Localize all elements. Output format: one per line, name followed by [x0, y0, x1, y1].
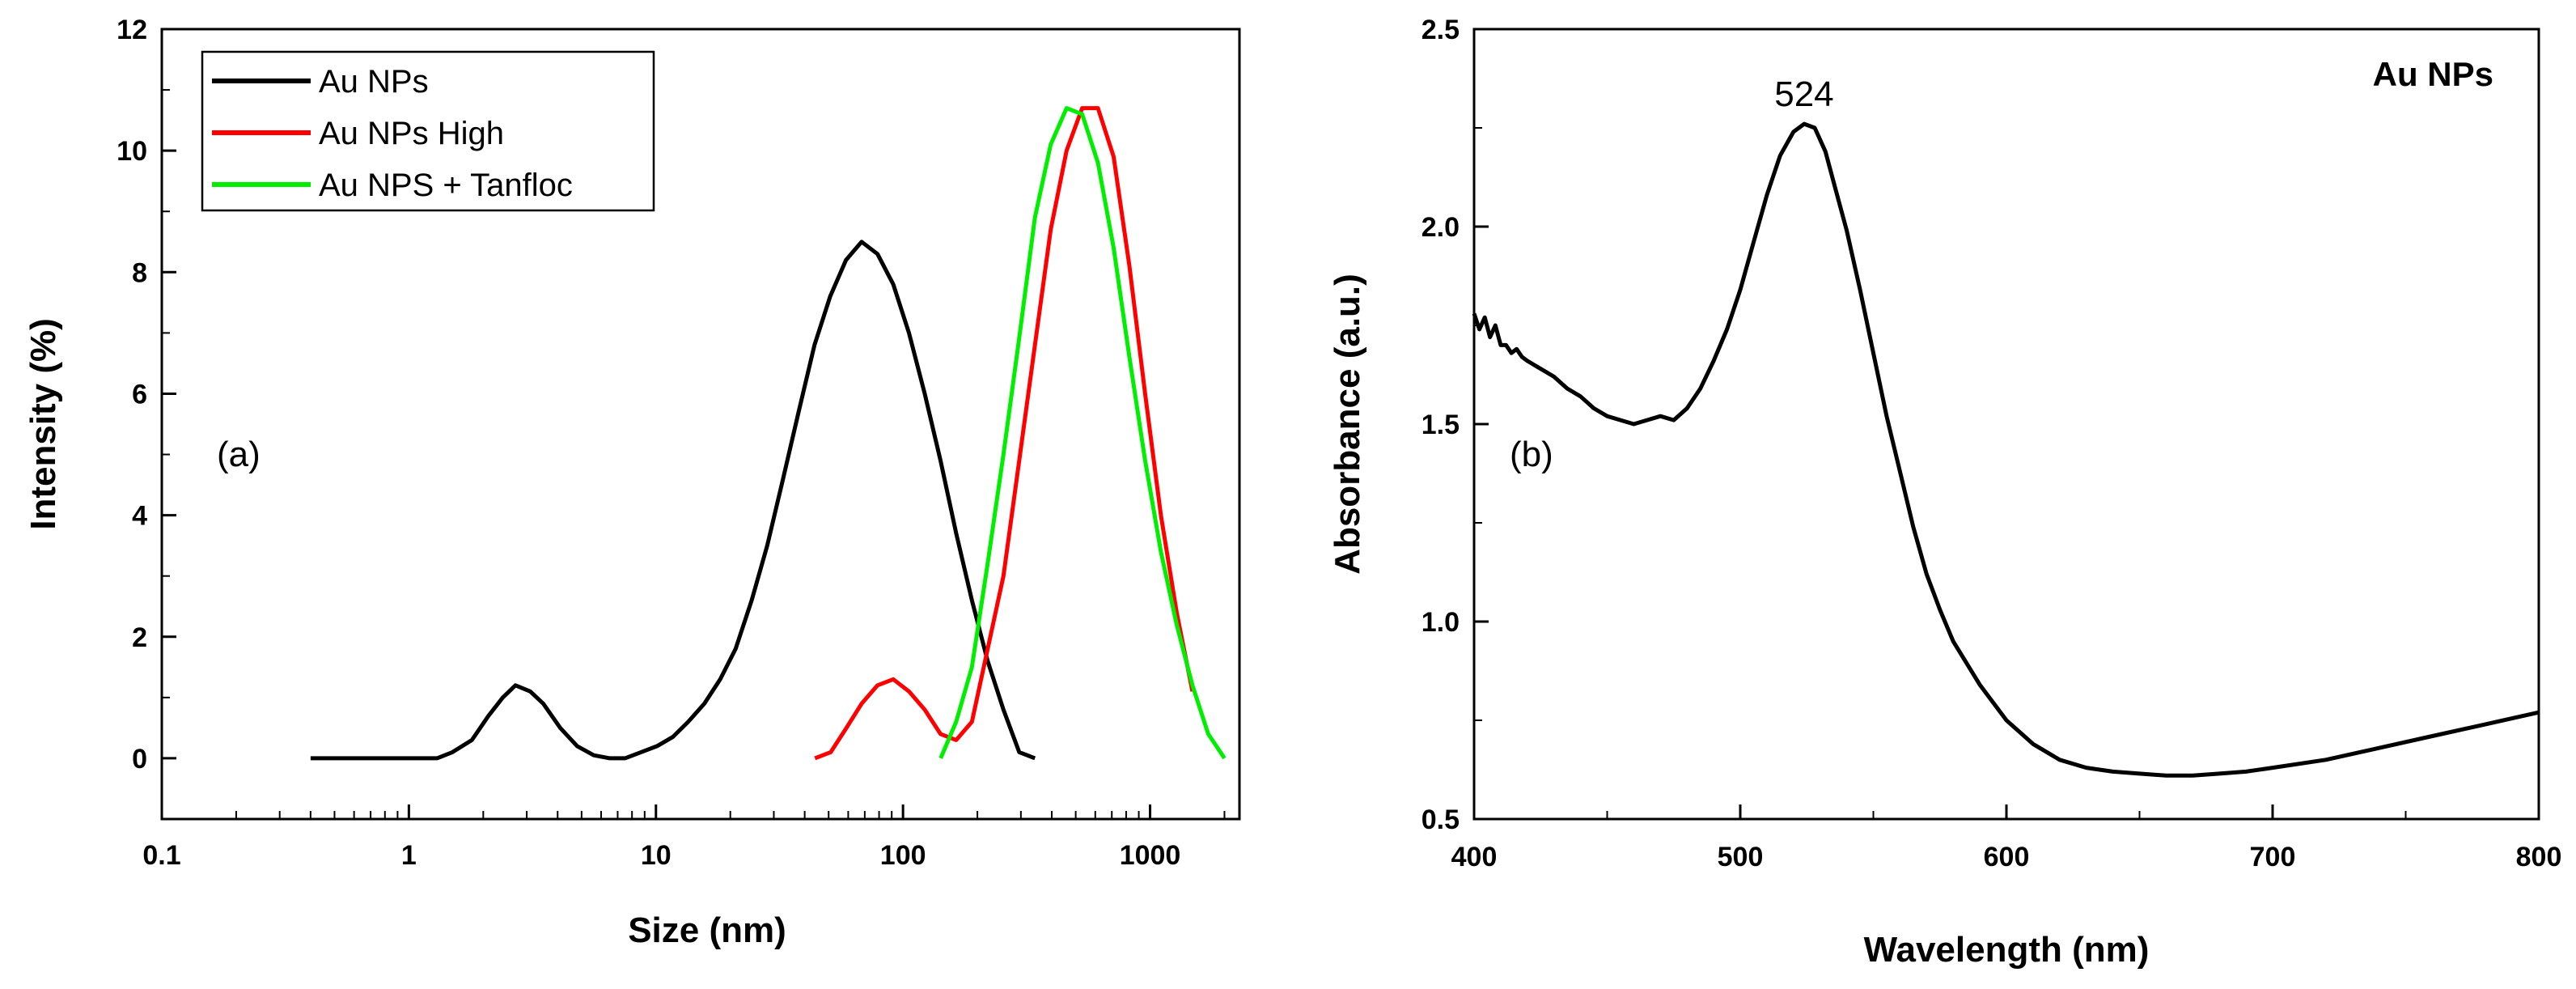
panel-b-y-axis-title: Absorbance (a.u.) — [1328, 274, 1367, 575]
x-tick-label: 100 — [880, 840, 926, 871]
series-line-absorbance — [1472, 121, 2540, 778]
y-tick-label: 8 — [132, 257, 147, 288]
x-tick-label: 1 — [401, 840, 417, 871]
panel-b-series — [1472, 121, 2540, 778]
y-tick-label: 4 — [132, 501, 147, 532]
peak-annotation-524: 524 — [1774, 74, 1833, 114]
series-line-au-nps-high — [814, 106, 1195, 761]
panel-a-plot-frame — [160, 28, 1241, 821]
y-tick-label: 0.5 — [1421, 804, 1460, 835]
panel-a-legend: Au NPs Au NPs High Au NPS + Tanfloc — [201, 50, 655, 212]
panel-a-label: (a) — [217, 435, 261, 474]
x-tick-label: 10 — [641, 840, 672, 871]
panel-b-tick-labels: 400 500 600 700 800 0.5 1.0 1.5 2.0 2.5 — [1421, 15, 2562, 872]
panel-b-x-axis-title: Wavelength (nm) — [1864, 930, 2150, 970]
x-tick-label: 600 — [1984, 842, 2030, 872]
panel-b-absorbance: 400 500 600 700 800 0.5 1.0 1.5 2.0 2.5 Au NPs 52… — [1328, 15, 2561, 970]
x-tick-label: 400 — [1451, 842, 1498, 872]
panel-a-x-axis-title: Size (nm) — [628, 910, 786, 950]
series-line-au-nps-tanfloc — [938, 106, 1227, 760]
legend-label-au-nps-high: Au NPs High — [319, 116, 504, 151]
panel-b-label: (b) — [1510, 435, 1553, 474]
x-tick-label: 700 — [2250, 842, 2296, 872]
y-tick-label: 2 — [132, 622, 147, 653]
x-tick-label: 1000 — [1120, 840, 1181, 871]
y-tick-label: 12 — [117, 15, 147, 45]
x-tick-label: 800 — [2516, 842, 2562, 872]
panel-a-ticks — [160, 28, 1226, 820]
x-tick-label: 500 — [1718, 842, 1764, 872]
y-tick-label: 0 — [132, 744, 147, 775]
x-tick-label: 0.1 — [142, 840, 180, 871]
legend-label-au-nps-tanfloc: Au NPS + Tanfloc — [319, 168, 573, 203]
panel-a-series — [310, 106, 1227, 761]
y-tick-label: 1.5 — [1421, 410, 1460, 440]
y-tick-label: 2.5 — [1421, 15, 1460, 45]
y-tick-label: 10 — [117, 136, 147, 167]
y-tick-label: 2.0 — [1421, 212, 1460, 243]
legend-label-au-nps: Au NPs — [319, 64, 429, 100]
panel-a-size-distribution: 0.1 1 10 100 1000 0 2 4 6 8 10 12 Au NPs Au NPs Hig… — [23, 15, 1241, 950]
panel-b-title: Au NPs — [2373, 55, 2493, 93]
y-tick-label: 6 — [132, 379, 147, 410]
series-line-au-nps — [310, 240, 1036, 761]
panel-a-y-axis-title: Intensity (%) — [23, 318, 63, 530]
panel-a-tick-labels: 0.1 1 10 100 1000 0 2 4 6 8 10 12 — [117, 15, 1180, 871]
y-tick-label: 1.0 — [1421, 607, 1460, 638]
